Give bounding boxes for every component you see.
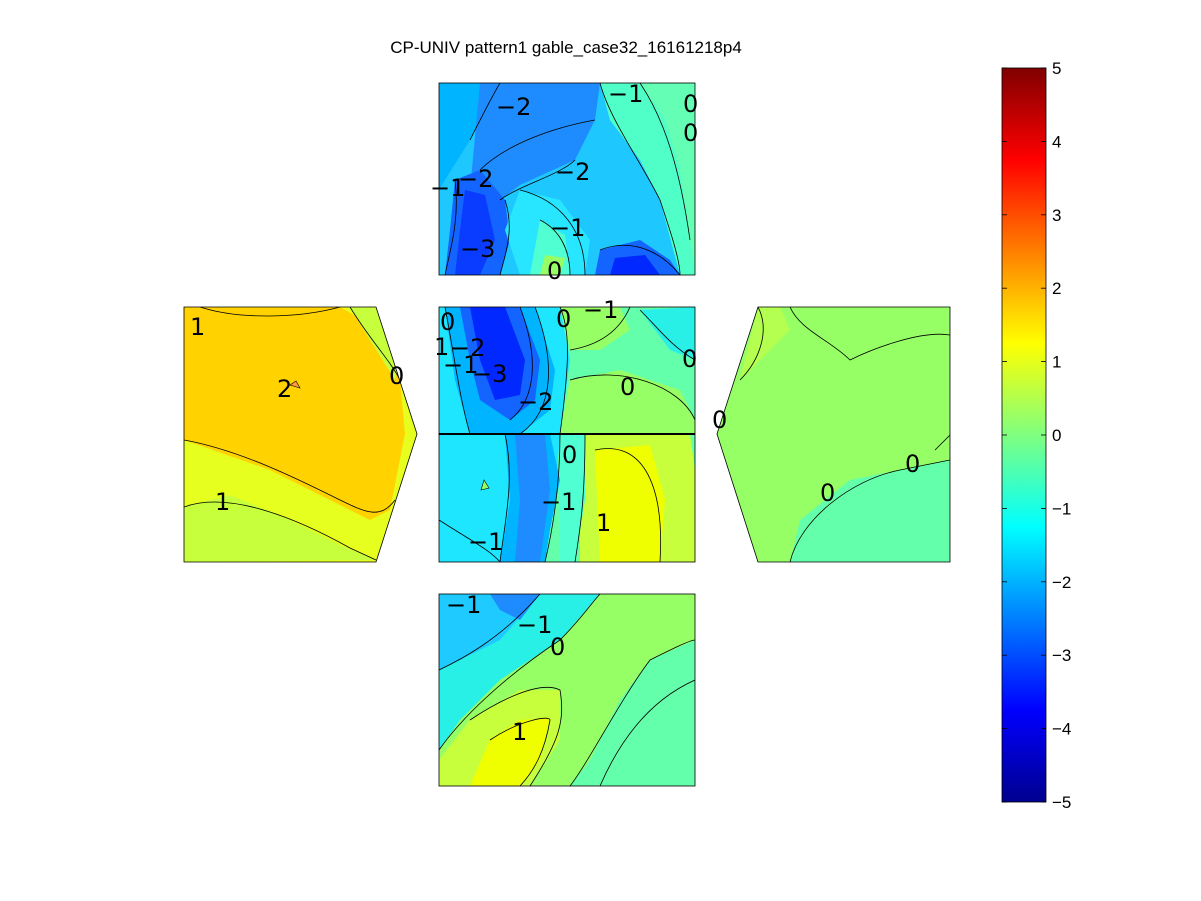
contour-labels-left: 1 2 0 1	[190, 313, 404, 516]
contour-labels-bottom: −1 −1 0 1	[446, 591, 565, 746]
chart-title: CP-UNIV pattern1 gable_case32_16161218p4	[390, 38, 742, 57]
contour-label: −1	[446, 591, 481, 619]
contour-label: 2	[277, 375, 292, 403]
colorbar-scale	[1001, 67, 1047, 803]
contour-label: −2	[496, 93, 531, 121]
colorbar-tick-label: −4	[1052, 720, 1071, 739]
contour-label: −1	[550, 214, 585, 242]
colorbar-tick-label: 4	[1052, 132, 1061, 151]
contour-label: 1	[512, 718, 527, 746]
contour-labels-roof-upper: 0 0 −1 1 −2 −1 −3 0 0 −2	[434, 296, 697, 416]
contour-labels-roof-lower: 0 −1 1 −1	[468, 441, 611, 556]
colorbar-tick-label: 5	[1052, 59, 1061, 78]
contour-label: −2	[458, 165, 493, 193]
contour-label: −1	[468, 528, 503, 556]
contour-label: −2	[450, 334, 485, 362]
contour-label: 0	[547, 257, 562, 285]
contour-label: 0	[682, 345, 697, 373]
panel-roof-lower	[439, 434, 695, 562]
contour-label: 1	[190, 313, 205, 341]
contour-label: 0	[712, 406, 727, 434]
contour-label: 0	[562, 441, 577, 469]
colorbar-tick-label: 0	[1052, 426, 1061, 445]
contour-label: 0	[620, 373, 635, 401]
panel-left-wall	[184, 307, 417, 562]
colorbar: 5 4 3 2 1 0 −1 −2 −3 −4 −5	[1001, 59, 1071, 812]
colorbar-tick-label: 2	[1052, 279, 1061, 298]
contour-label: 1	[215, 488, 230, 516]
colorbar-tick-label: −5	[1052, 793, 1071, 812]
contour-label: −1	[517, 611, 552, 639]
contour-label: 0	[556, 305, 571, 333]
colorbar-tick-label: −1	[1052, 499, 1071, 518]
contour-label: 0	[550, 633, 565, 661]
contour-label: −2	[555, 158, 590, 186]
panel-roof-upper	[439, 307, 695, 434]
panel-top	[439, 83, 695, 275]
contour-label: −1	[608, 80, 643, 108]
contour-label: −2	[518, 388, 553, 416]
contour-label: −1	[541, 488, 576, 516]
colorbar-ticks: 5 4 3 2 1 0 −1 −2 −3 −4 −5	[1002, 59, 1071, 812]
contour-labels-right: 0 0 0	[712, 406, 920, 507]
contour-label: 0	[820, 479, 835, 507]
panel-bottom	[439, 594, 695, 786]
colorbar-tick-label: −3	[1052, 646, 1071, 665]
contour-label: −3	[472, 360, 507, 388]
contour-label: −1	[443, 351, 478, 379]
colorbar-tick-label: −2	[1052, 573, 1071, 592]
contour-label: 0	[440, 308, 455, 336]
contour-label: 0	[683, 119, 698, 147]
contour-label: −1	[430, 174, 465, 202]
contour-label: 0	[389, 362, 404, 390]
contour-label: 0	[905, 450, 920, 478]
colorbar-tick-label: 3	[1052, 206, 1061, 225]
panel-right-wall	[717, 307, 950, 562]
contour-labels-top: −2 −1 0 0 −2 −1 −2 −1 −3 0	[430, 80, 698, 285]
colorbar-tick-label: 1	[1052, 353, 1061, 372]
contour-label: −1	[583, 296, 618, 324]
contour-label: 1	[434, 333, 449, 361]
contour-label: 1	[596, 509, 611, 537]
contour-label: 0	[683, 90, 698, 118]
contour-label: −3	[460, 235, 495, 263]
